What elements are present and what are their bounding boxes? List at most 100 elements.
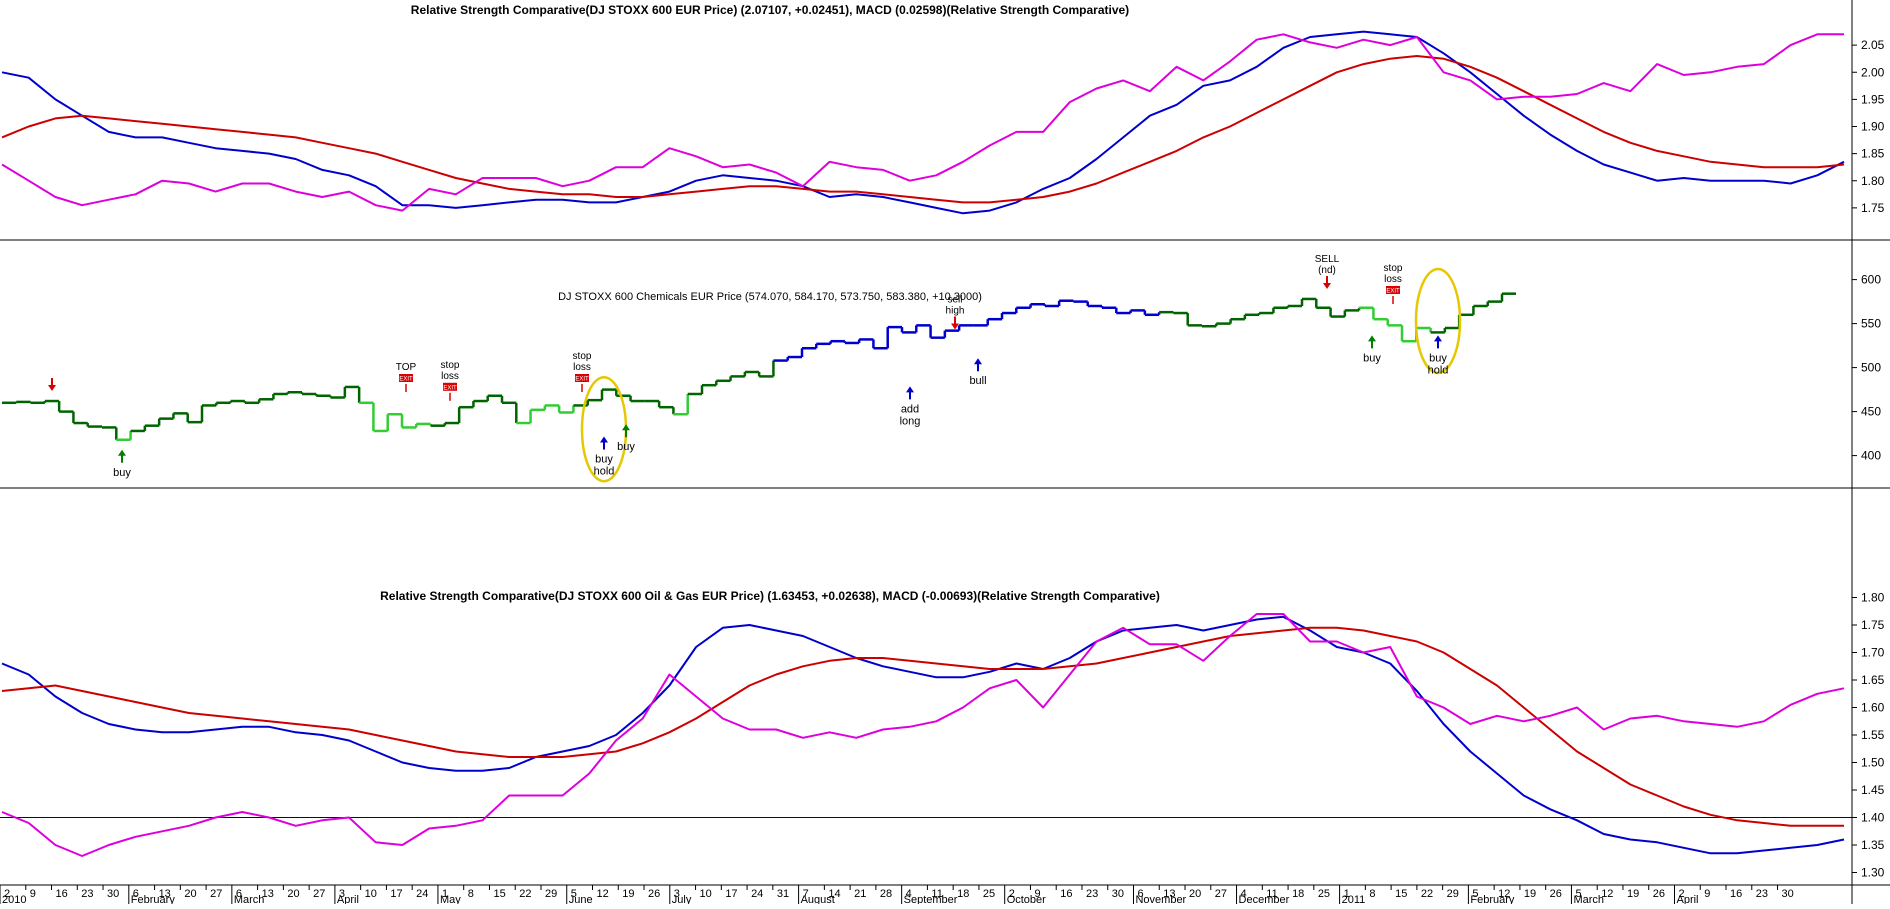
- x-tick-label: 5: [1575, 888, 1581, 900]
- signal-label: stop: [573, 351, 592, 362]
- up-arrow-icon: [974, 358, 982, 365]
- x-tick-label: 13: [1163, 888, 1175, 900]
- y-tick-label: 500: [1861, 361, 1881, 375]
- x-tick-label: 13: [159, 888, 171, 900]
- up-arrow-icon: [1368, 335, 1376, 342]
- exit-badge-text: EXIT: [575, 377, 589, 383]
- y-tick-label: 1.70: [1861, 646, 1885, 660]
- x-tick-label: 22: [519, 888, 531, 900]
- signal-label: high: [946, 305, 965, 316]
- x-tick-label: 31: [777, 888, 789, 900]
- signal-label: SELL: [1315, 254, 1340, 265]
- x-month-label: May: [440, 894, 461, 904]
- x-tick-label: 18: [957, 888, 969, 900]
- x-tick-label: 6: [236, 888, 242, 900]
- signal-label: buy: [617, 441, 635, 453]
- x-tick-label: 25: [983, 888, 995, 900]
- x-tick-label: 14: [828, 888, 840, 900]
- x-tick-label: 24: [751, 888, 763, 900]
- up-arrow-icon: [600, 436, 608, 443]
- x-tick-label: 10: [700, 888, 712, 900]
- series-line-rsc: [1, 615, 1845, 855]
- up-arrow-icon: [906, 386, 914, 393]
- x-tick-label: 2: [1009, 888, 1015, 900]
- x-tick-label: 11: [1266, 888, 1277, 900]
- x-tick-label: 20: [1189, 888, 1201, 900]
- y-tick-label: 1.90: [1861, 120, 1885, 134]
- y-tick-label: 2.05: [1861, 38, 1885, 52]
- x-tick-label: 27: [313, 888, 325, 900]
- x-tick-label: 28: [880, 888, 892, 900]
- exit-badge: [399, 374, 413, 382]
- x-tick-label: 30: [1782, 888, 1794, 900]
- x-tick-label: 22: [1421, 888, 1433, 900]
- y-tick-label: 2.00: [1861, 65, 1885, 79]
- y-tick-label: 1.45: [1861, 783, 1885, 797]
- x-tick-label: 23: [1086, 888, 1098, 900]
- x-tick-label: 2: [4, 888, 10, 900]
- x-tick-label: 3: [674, 888, 680, 900]
- x-month-label: February: [1470, 894, 1515, 904]
- signal-label: loss: [441, 371, 459, 382]
- signal-label: sell: [947, 294, 962, 305]
- y-tick-label: 1.40: [1861, 811, 1885, 825]
- signal-label: bull: [969, 375, 986, 387]
- signal-label: hold: [594, 466, 615, 478]
- panel-chemicals-price: DJ STOXX 600 Chemicals EUR Price (574.07…: [2, 254, 1881, 483]
- x-tick-label: 4: [906, 888, 912, 900]
- signal-label: loss: [1384, 274, 1402, 285]
- x-tick-label: 9: [1034, 888, 1040, 900]
- y-tick-label: 1.55: [1861, 728, 1885, 742]
- x-tick-label: 11: [931, 888, 942, 900]
- y-tick-label: 1.80: [1861, 591, 1885, 605]
- x-tick-label: 9: [30, 888, 36, 900]
- x-month-label: February: [131, 894, 176, 904]
- panel-title: DJ STOXX 600 Chemicals EUR Price (574.07…: [558, 291, 982, 303]
- x-tick-label: 20: [287, 888, 299, 900]
- down-arrow-icon: [48, 385, 56, 392]
- y-tick-label: 1.35: [1861, 838, 1885, 852]
- panel-rsc-stoxx600: Relative Strength Comparative(DJ STOXX 6…: [1, 3, 1885, 215]
- y-tick-label: 1.60: [1861, 701, 1885, 715]
- x-tick-label: 25: [1318, 888, 1330, 900]
- x-month-label: November: [1135, 894, 1186, 904]
- x-tick-label: 10: [365, 888, 377, 900]
- x-tick-label: 12: [597, 888, 609, 900]
- down-arrow-icon: [951, 323, 959, 330]
- x-tick-label: 9: [1704, 888, 1710, 900]
- x-tick-label: 23: [1756, 888, 1768, 900]
- x-tick-label: 6: [133, 888, 139, 900]
- signal-label: long: [900, 415, 921, 427]
- exit-badge-text: EXIT: [443, 385, 457, 391]
- x-tick-label: 12: [1498, 888, 1510, 900]
- x-month-label: March: [234, 894, 265, 904]
- x-tick-label: 16: [1060, 888, 1072, 900]
- series-line-macd: [1, 626, 1844, 827]
- up-arrow-icon: [118, 449, 126, 456]
- signal-label: stop: [1384, 263, 1403, 274]
- exit-badge: [443, 382, 457, 391]
- x-month-label: March: [1573, 894, 1604, 904]
- highlight-ellipse: [1414, 267, 1462, 375]
- x-tick-label: 4: [1241, 888, 1247, 900]
- x-month-label: April: [337, 894, 359, 904]
- x-tick-label: 26: [648, 888, 660, 900]
- x-tick-label: 23: [81, 888, 93, 900]
- x-tick-label: 20: [184, 888, 196, 900]
- x-month-label: 2011: [1342, 894, 1366, 904]
- x-tick-label: 19: [1627, 888, 1639, 900]
- signal-label: hold: [1428, 364, 1449, 376]
- y-tick-label: 600: [1861, 273, 1881, 287]
- panel-rsc-oil-gas: Relative Strength Comparative(DJ STOXX 6…: [0, 589, 1885, 880]
- y-tick-label: 1.50: [1861, 756, 1885, 770]
- x-tick-label: 26: [1550, 888, 1562, 900]
- exit-badge: [575, 374, 589, 382]
- series-line-ratio: [1, 33, 1844, 212]
- panel-title: Relative Strength Comparative(DJ STOXX 6…: [411, 3, 1129, 17]
- x-month-label: October: [1007, 894, 1046, 904]
- x-tick-label: 6: [1137, 888, 1143, 900]
- x-tick-label: 3: [339, 888, 345, 900]
- up-arrow-icon: [622, 424, 630, 431]
- exit-badge-text: EXIT: [399, 377, 413, 383]
- x-month-label: December: [1239, 894, 1290, 904]
